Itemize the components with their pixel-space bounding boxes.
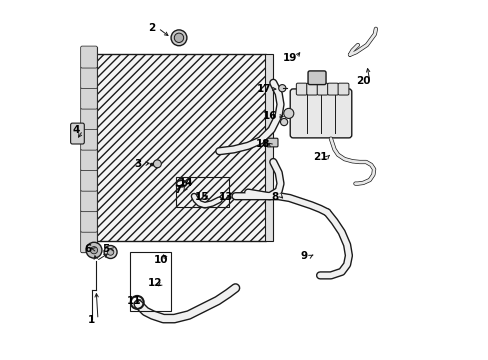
FancyBboxPatch shape: [81, 128, 97, 150]
Text: 17: 17: [257, 84, 271, 94]
Bar: [176, 177, 229, 207]
Circle shape: [174, 33, 183, 42]
Circle shape: [280, 118, 287, 126]
FancyBboxPatch shape: [81, 210, 97, 232]
Text: 3: 3: [134, 159, 142, 169]
Text: 14: 14: [179, 177, 193, 188]
Text: 8: 8: [271, 192, 278, 202]
Text: 18: 18: [255, 139, 270, 149]
FancyBboxPatch shape: [327, 83, 338, 95]
Bar: [130, 252, 171, 311]
Circle shape: [278, 85, 285, 92]
Circle shape: [283, 108, 293, 118]
Text: 4: 4: [73, 125, 80, 135]
Text: 21: 21: [313, 152, 327, 162]
Text: 7: 7: [174, 185, 182, 195]
FancyBboxPatch shape: [70, 123, 84, 144]
FancyBboxPatch shape: [266, 138, 277, 147]
Text: 13: 13: [219, 192, 233, 202]
Text: 6: 6: [84, 244, 91, 254]
Circle shape: [153, 160, 161, 168]
FancyBboxPatch shape: [307, 71, 325, 85]
Text: 16: 16: [263, 111, 277, 121]
FancyBboxPatch shape: [81, 169, 97, 191]
Text: 15: 15: [194, 192, 209, 202]
Text: 19: 19: [282, 53, 296, 63]
FancyBboxPatch shape: [296, 83, 306, 95]
Circle shape: [86, 242, 102, 258]
Bar: [265, 54, 273, 241]
Bar: [81, 47, 96, 252]
Text: 10: 10: [153, 255, 168, 265]
Circle shape: [107, 249, 114, 255]
FancyBboxPatch shape: [306, 83, 317, 95]
FancyBboxPatch shape: [81, 46, 97, 68]
FancyBboxPatch shape: [81, 231, 97, 253]
FancyBboxPatch shape: [81, 67, 97, 89]
Circle shape: [104, 246, 117, 258]
FancyBboxPatch shape: [81, 149, 97, 171]
FancyBboxPatch shape: [337, 83, 348, 95]
FancyBboxPatch shape: [81, 108, 97, 130]
Text: 9: 9: [300, 251, 307, 261]
FancyBboxPatch shape: [81, 87, 97, 109]
Text: 11: 11: [126, 296, 141, 306]
Circle shape: [90, 247, 98, 254]
Text: 20: 20: [355, 76, 370, 86]
Text: 12: 12: [148, 278, 162, 288]
Text: 1: 1: [88, 315, 95, 325]
FancyBboxPatch shape: [81, 190, 97, 212]
FancyBboxPatch shape: [317, 83, 327, 95]
Circle shape: [171, 30, 186, 46]
Bar: [95, 54, 265, 241]
Text: 5: 5: [102, 244, 109, 254]
Text: 2: 2: [148, 23, 155, 33]
FancyBboxPatch shape: [289, 89, 351, 138]
